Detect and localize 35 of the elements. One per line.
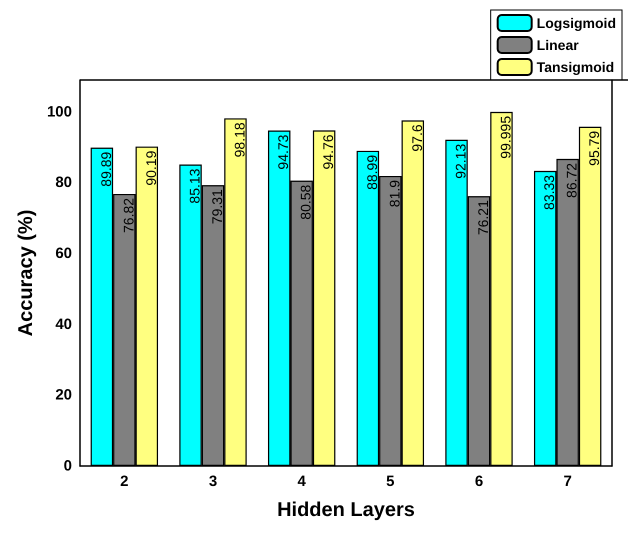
y-tick-label: 40 [55,316,72,333]
data-label: 76.21 [475,200,491,236]
data-label: 81.9 [386,180,402,208]
x-tick-label: 5 [386,473,395,490]
data-label: 88.99 [364,154,380,190]
y-axis-title: Accuracy (%) [15,210,37,336]
data-label: 89.89 [98,151,114,187]
legend-label: Tansigmoid [536,59,614,75]
x-axis-title: Hidden Layers [277,499,415,521]
data-label: 90.19 [142,150,159,186]
data-label: 94.73 [275,134,292,170]
data-label: 92.13 [452,144,469,179]
y-tick-label: 100 [46,103,72,120]
y-tick-label: 0 [64,458,72,474]
x-tick-label: 7 [563,473,572,490]
data-label: 85.13 [186,168,203,204]
data-label: 86.72 [564,162,580,198]
x-tick-label: 2 [120,473,129,490]
legend-label: Logsigmoid [536,15,616,31]
data-label: 80.58 [298,184,314,220]
y-tick-label: 60 [55,245,72,262]
legend-label: Linear [536,37,580,53]
x-tick-label: 6 [474,473,484,490]
y-tick-label: 80 [55,174,72,192]
x-tick-label: 3 [208,473,218,490]
data-label: 79.31 [209,188,225,224]
data-label: 94.76 [320,134,336,170]
data-label: 83.33 [541,174,558,210]
x-tick-label: 4 [297,473,306,490]
data-label: 95.79 [586,130,602,166]
data-label: 98.18 [231,122,248,158]
data-label: 97.6 [408,124,425,152]
data-label: 76.82 [120,198,136,234]
y-tick-label: 20 [55,386,72,404]
data-label: 99.995 [497,116,514,159]
